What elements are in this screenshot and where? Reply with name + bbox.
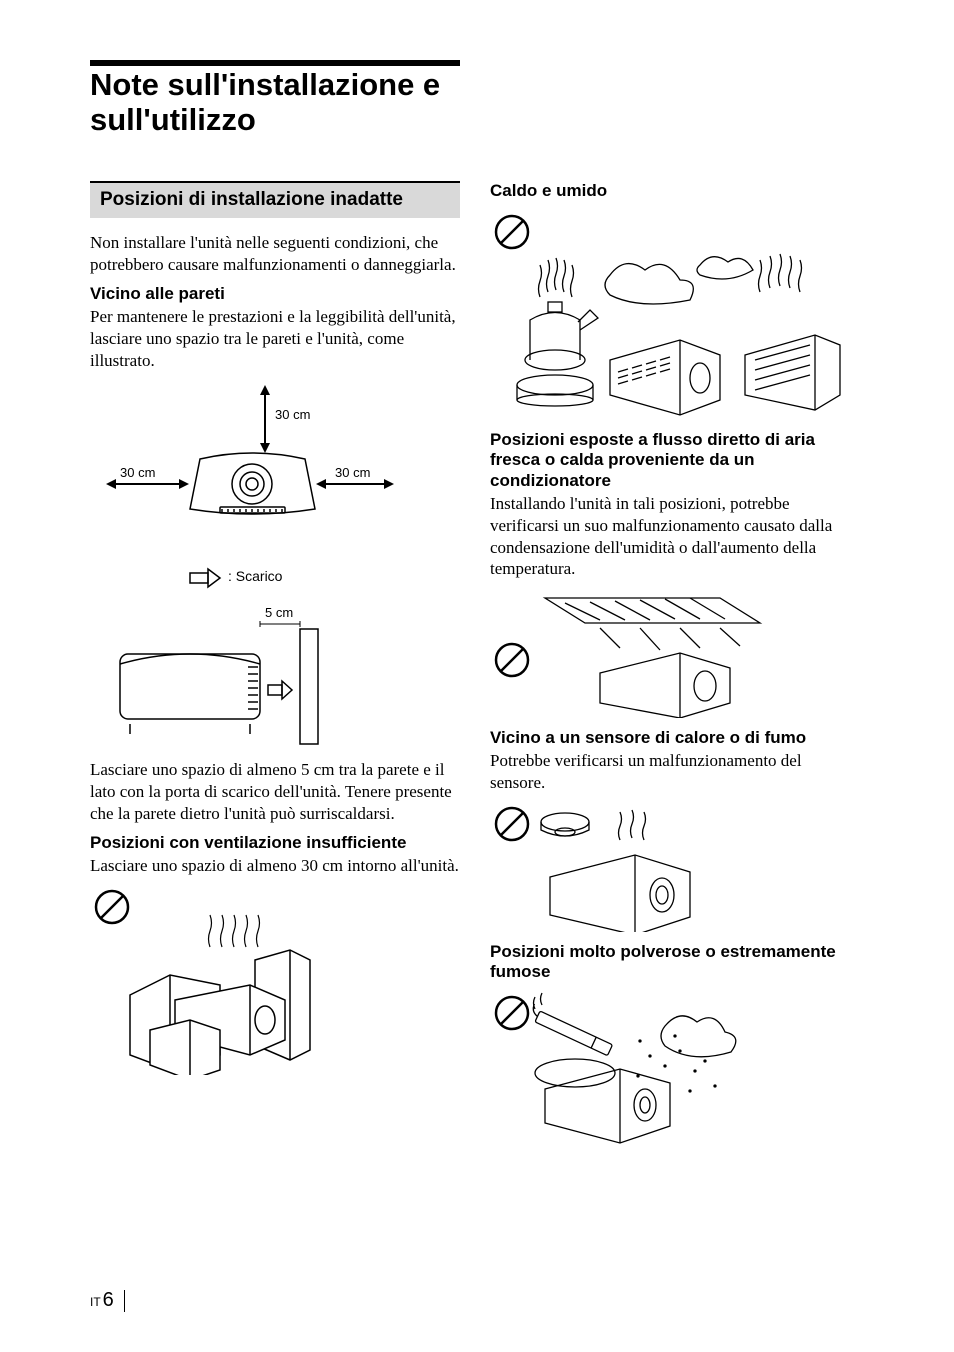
sub-heading-airflow: Posizioni esposte a flusso diretto di ar… bbox=[490, 430, 860, 491]
two-column-layout: Posizioni di installazione inadatte Non … bbox=[90, 181, 864, 1160]
right-column: Caldo e umido bbox=[490, 181, 860, 1160]
figure-hot-humid bbox=[490, 210, 860, 420]
sub-heading-sensor: Vicino a un sensore di calore o di fumo bbox=[490, 728, 860, 748]
ventilation-paragraph: Lasciare uno spazio di almeno 30 cm into… bbox=[90, 855, 460, 877]
figure-exhaust: : Scarico 5 cm bbox=[90, 559, 460, 749]
page-title: Note sull'installazione e sull'utilizzo bbox=[90, 68, 460, 137]
page-footer: IT 6 bbox=[90, 1289, 125, 1312]
figure-dusty bbox=[490, 991, 860, 1151]
sensor-paragraph: Potrebbe verificarsi un malfunzionamento… bbox=[490, 750, 860, 794]
intro-paragraph: Non installare l'unità nelle seguenti co… bbox=[90, 232, 460, 276]
footer-page-number: 6 bbox=[103, 1289, 114, 1312]
sub-heading-dusty: Posizioni molto polverose o estremamente… bbox=[490, 942, 860, 983]
label-30cm-right: 30 cm bbox=[335, 465, 370, 480]
exhaust-paragraph: Lasciare uno spazio di almeno 5 cm tra l… bbox=[90, 759, 460, 824]
sub-heading-walls: Vicino alle pareti bbox=[90, 284, 460, 304]
figure-wall-clearance: 30 cm 30 cm 30 cm bbox=[90, 379, 460, 549]
label-scarico: : Scarico bbox=[228, 568, 283, 584]
airflow-paragraph: Installando l'unità in tali posizioni, p… bbox=[490, 493, 860, 580]
label-5cm: 5 cm bbox=[265, 605, 293, 620]
label-30cm-top: 30 cm bbox=[275, 407, 310, 422]
footer-rule bbox=[124, 1290, 125, 1312]
figure-airflow bbox=[490, 588, 860, 718]
left-column: Posizioni di installazione inadatte Non … bbox=[90, 181, 460, 1160]
sub-heading-ventilation: Posizioni con ventilazione insufficiente bbox=[90, 833, 460, 853]
walls-paragraph: Per mantenere le prestazioni e la leggib… bbox=[90, 306, 460, 371]
title-rule bbox=[90, 60, 460, 66]
footer-lang: IT bbox=[90, 1295, 101, 1309]
label-30cm-left: 30 cm bbox=[120, 465, 155, 480]
section-heading: Posizioni di installazione inadatte bbox=[90, 181, 460, 218]
figure-poor-ventilation bbox=[90, 885, 460, 1075]
figure-sensor bbox=[490, 802, 860, 932]
sub-heading-hot-humid: Caldo e umido bbox=[490, 181, 860, 201]
